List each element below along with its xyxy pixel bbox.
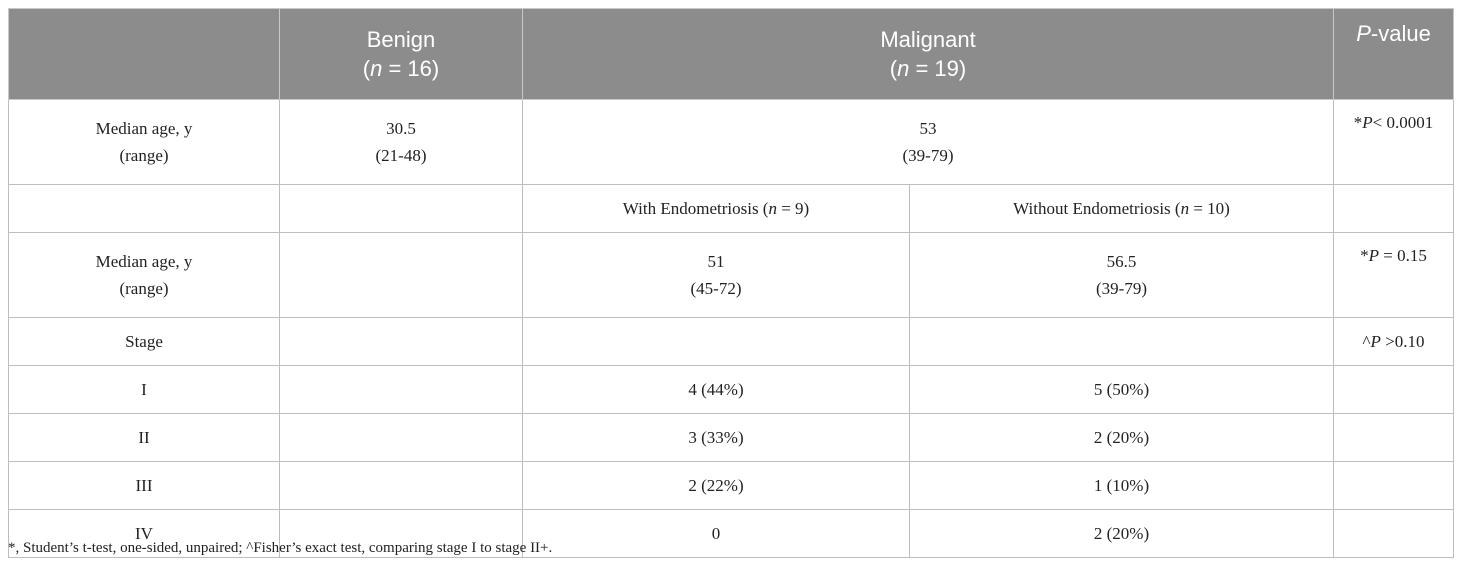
table-row-subheader: With Endometriosis (n = 9) Without Endom… [8, 184, 1455, 233]
empty-cell [1333, 509, 1455, 558]
header-benign: Benign (n = 16) [279, 8, 523, 100]
with-endometriosis-cell: 3 (33%) [522, 413, 910, 462]
without-endometriosis-cell: 2 (20%) [908, 413, 1335, 462]
table-row-stage-iv: IV 0 2 (20%) [8, 509, 1455, 558]
table-header: Benign (n = 16) Malignant (n = 19) P-val… [8, 8, 1455, 100]
table-row-median-age-overall: Median age, y (range) 30.5 (21-48) 53 (3… [8, 99, 1455, 185]
row-label: I [8, 365, 280, 414]
row-label: II [8, 413, 280, 462]
empty-cell [279, 461, 523, 510]
data-table: Benign (n = 16) Malignant (n = 19) P-val… [8, 8, 1455, 558]
empty-cell [1333, 184, 1455, 233]
empty-cell [522, 317, 910, 366]
without-endometriosis-age-cell: 56.5 (39-79) [908, 232, 1335, 318]
header-row: Benign (n = 16) Malignant (n = 19) P-val… [8, 8, 1455, 100]
p-value-cell: ^P >0.10 [1333, 317, 1455, 366]
with-endometriosis-age-cell: 51 (45-72) [522, 232, 910, 318]
table-footnote: *, Student’s t-test, one-sided, unpaired… [8, 540, 553, 556]
row-label: III [8, 461, 280, 510]
table-row-median-age-endometriosis: Median age, y (range) 51 (45-72) 56.5 (3… [8, 232, 1455, 318]
row-label: Median age, y (range) [8, 99, 280, 185]
with-endometriosis-cell: 2 (22%) [522, 461, 910, 510]
header-benign-count: (n = 16) [362, 56, 440, 81]
empty-cell [1333, 461, 1455, 510]
empty-cell [8, 184, 280, 233]
without-endometriosis-cell: 5 (50%) [908, 365, 1335, 414]
empty-cell [1333, 413, 1455, 462]
empty-cell [1333, 365, 1455, 414]
subheader-with-endometriosis: With Endometriosis (n = 9) [522, 184, 910, 233]
without-endometriosis-cell: 2 (20%) [908, 509, 1335, 558]
header-malignant-title: Malignant [880, 27, 976, 52]
malignant-age-cell: 53 (39-79) [521, 99, 1335, 185]
without-endometriosis-cell: 1 (10%) [908, 461, 1335, 510]
empty-cell [279, 413, 523, 462]
table-row-stage-i: I 4 (44%) 5 (50%) [8, 365, 1455, 414]
p-value-cell: *P = 0.15 [1333, 232, 1455, 318]
table-row-stage-iii: III 2 (22%) 1 (10%) [8, 461, 1455, 510]
empty-cell [279, 365, 523, 414]
table-body: Median age, y (range) 30.5 (21-48) 53 (3… [8, 99, 1455, 558]
header-benign-title: Benign [366, 27, 436, 52]
row-label: Stage [8, 317, 280, 366]
with-endometriosis-cell: 4 (44%) [522, 365, 910, 414]
p-value-cell: *P< 0.0001 [1333, 99, 1455, 185]
with-endometriosis-cell: 0 [522, 509, 910, 558]
subheader-without-endometriosis: Without Endometriosis (n = 10) [908, 184, 1335, 233]
header-malignant-count: (n = 19) [889, 56, 967, 81]
row-label: IV [8, 509, 280, 558]
empty-cell [908, 317, 1335, 366]
row-label: Median age, y (range) [8, 232, 280, 318]
empty-cell [279, 509, 523, 558]
table-row-stage-ii: II 3 (33%) 2 (20%) [8, 413, 1455, 462]
header-empty-cell [8, 8, 280, 100]
header-malignant: Malignant (n = 19) [521, 8, 1335, 100]
empty-cell [279, 317, 523, 366]
benign-age-cell: 30.5 (21-48) [279, 99, 523, 185]
table-row-stage: Stage ^P >0.10 [8, 317, 1455, 366]
header-pvalue: P-value [1333, 8, 1455, 100]
empty-cell [279, 232, 523, 318]
empty-cell [279, 184, 523, 233]
